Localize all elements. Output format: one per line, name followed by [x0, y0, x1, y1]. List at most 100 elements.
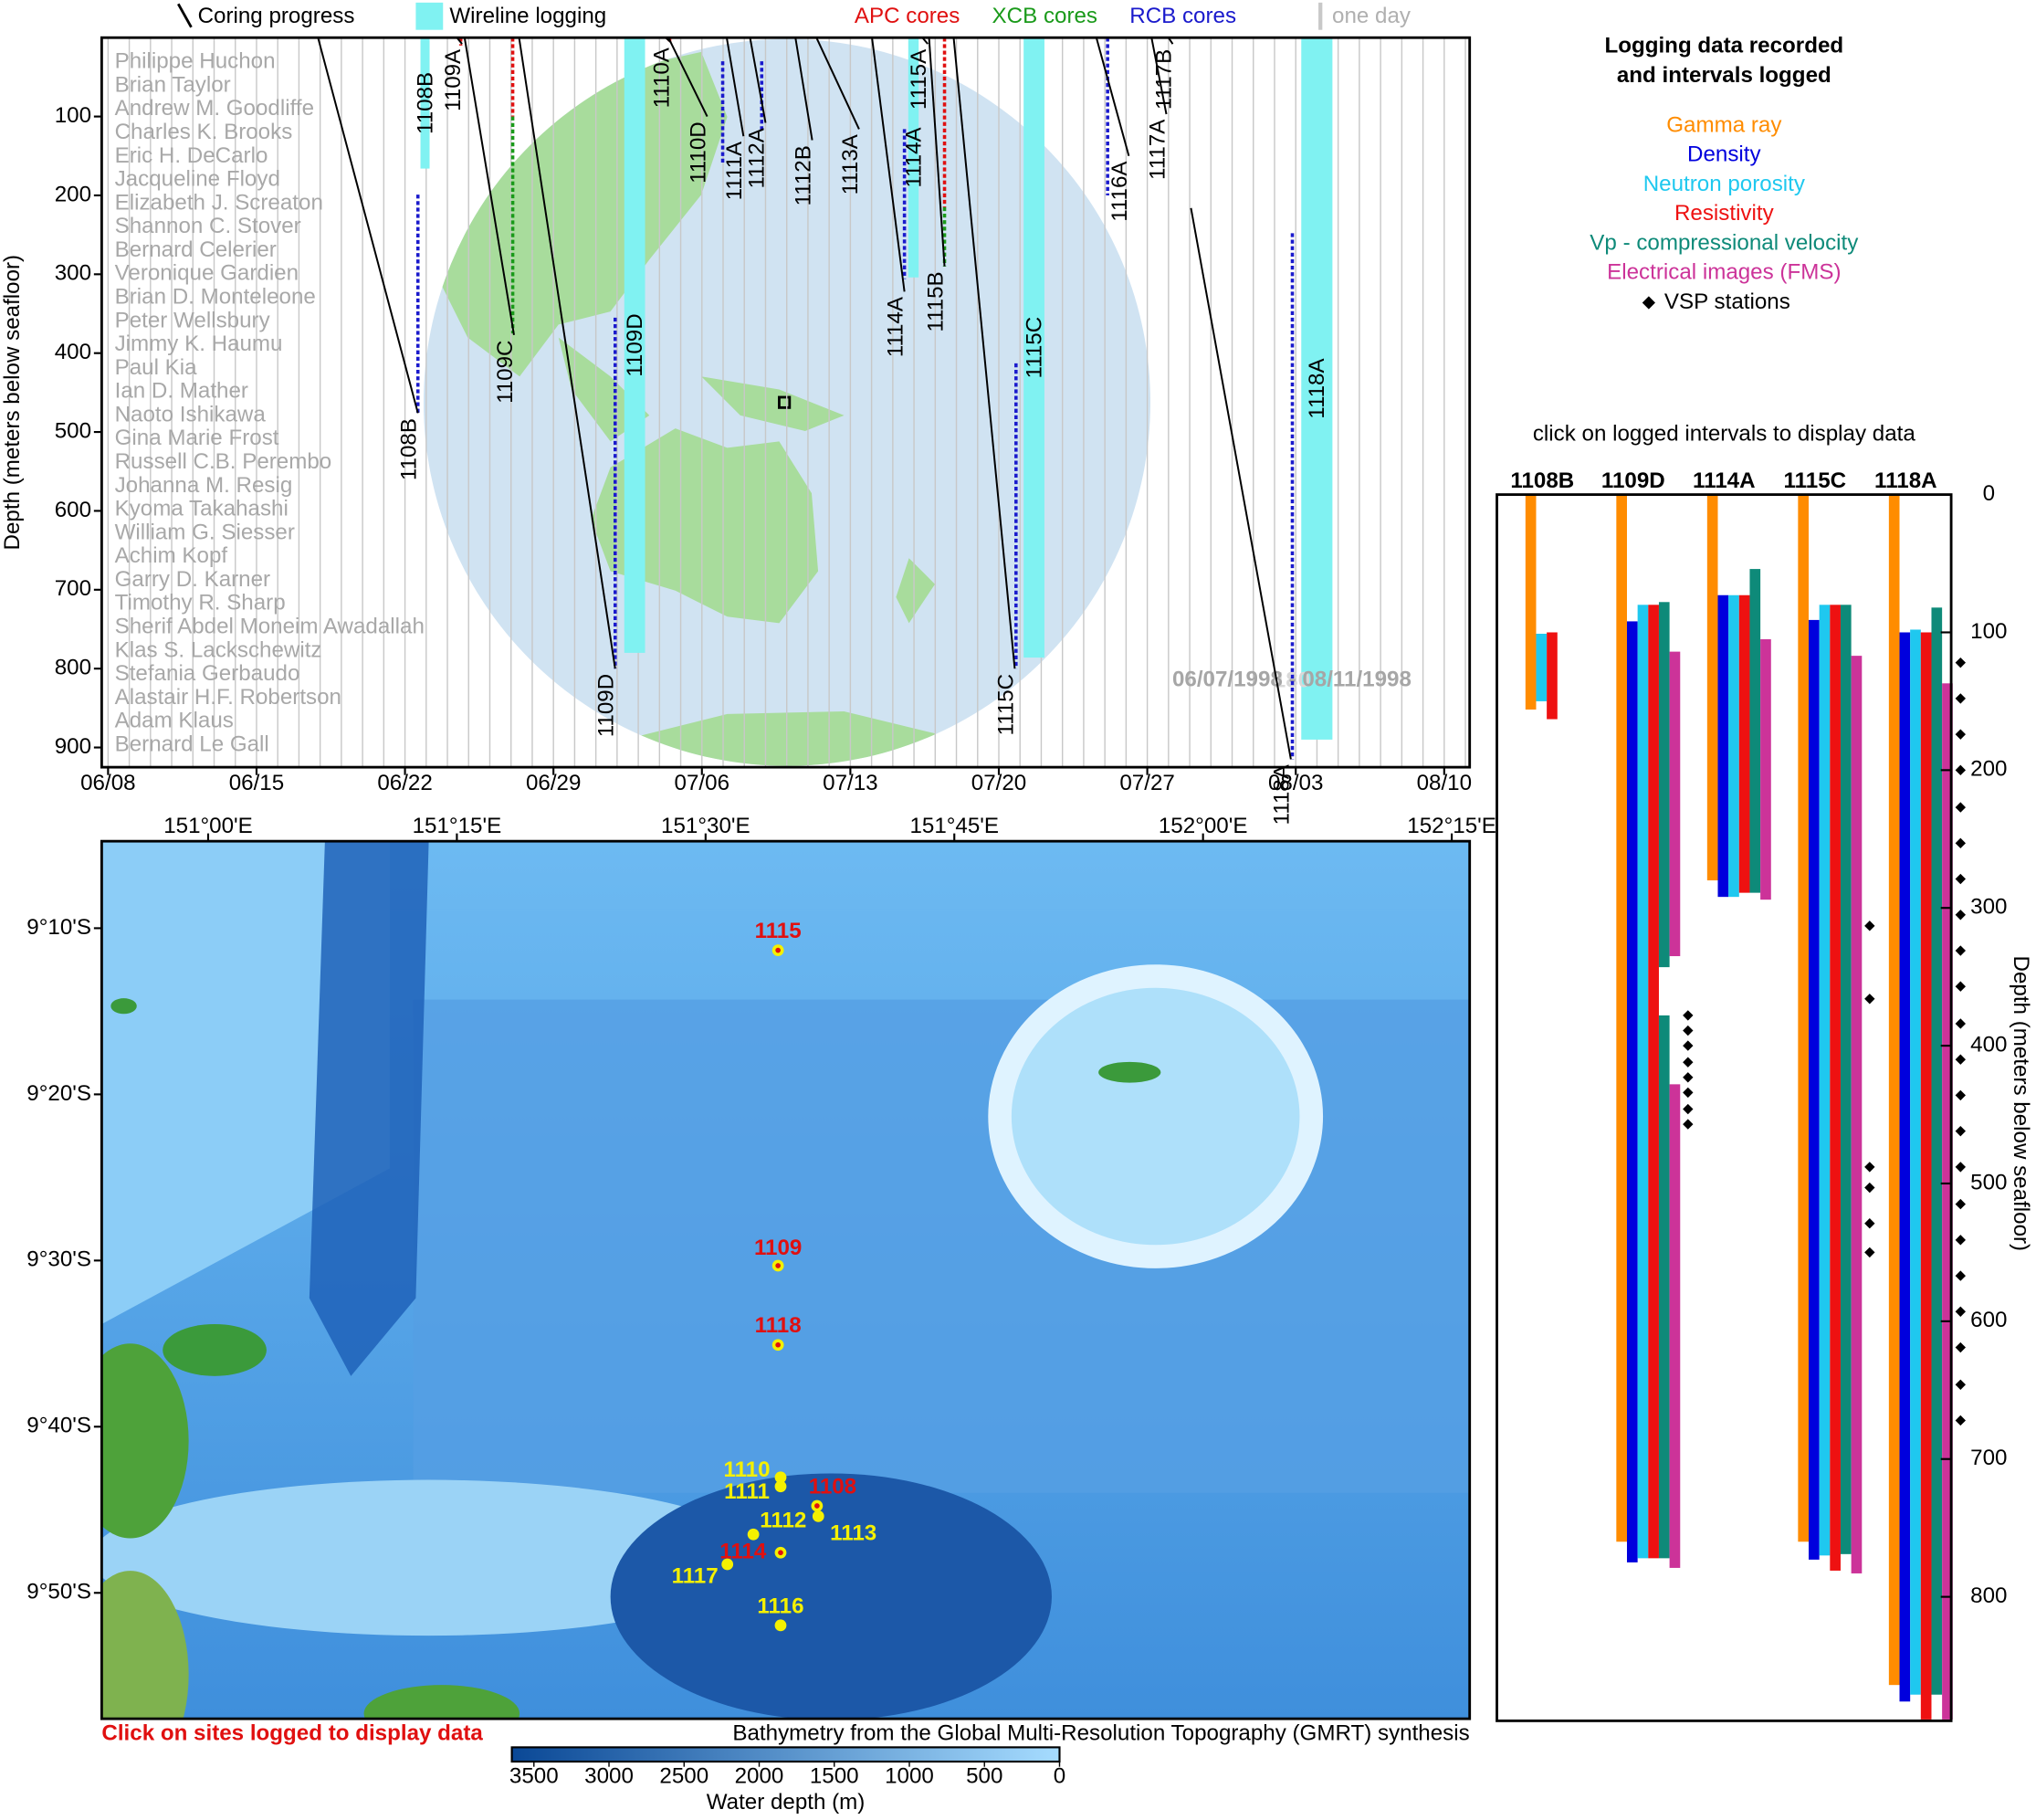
x-tick-label: 08/03: [1268, 771, 1323, 795]
logged-interval[interactable]: [1728, 594, 1739, 898]
logged-interval[interactable]: [1669, 651, 1681, 957]
coring-progress-line: [1150, 37, 1168, 115]
logged-interval[interactable]: [1819, 605, 1831, 1556]
coring-progress-line: [317, 37, 419, 414]
logged-interval[interactable]: [1920, 632, 1932, 1720]
logged-interval[interactable]: [1525, 494, 1537, 710]
scientist-name: Kyoma Takahashi: [115, 497, 289, 521]
x-tick-label: 06/22: [377, 771, 432, 795]
scientist-name: Johanna M. Resig: [115, 473, 293, 498]
y-axis-label: Depth (meters below seafloor): [2009, 956, 2033, 1252]
logged-interval[interactable]: [1851, 656, 1863, 1573]
legend-label: Resistivity: [1674, 201, 1775, 226]
scientist-name: Shannon C. Stover: [115, 214, 301, 238]
vsp-station: [1864, 1162, 1875, 1173]
scientist-name: Elizabeth J. Screaton: [115, 190, 323, 215]
wireline-label: 1115C: [1022, 317, 1046, 379]
legend-label: VSP stations: [1664, 289, 1790, 314]
site-dot: [774, 1471, 787, 1484]
scientist-name: Philippe Huchon: [115, 49, 276, 74]
hole-label: 1109D: [594, 674, 619, 737]
scientist-name: Stefania Gerbaudo: [115, 661, 300, 686]
land-asia: [428, 51, 728, 377]
scientist-name: Klas S. Lackschewitz: [115, 637, 322, 662]
logged-interval[interactable]: [1760, 639, 1771, 900]
logged-interval[interactable]: [1830, 605, 1841, 1571]
vsp-station: [1955, 764, 1967, 776]
scientist-name: Paul Kia: [115, 355, 198, 380]
hole-label: 1110D: [686, 121, 710, 184]
y-tick-label: 800: [1970, 1583, 2007, 1608]
vsp-station: [1955, 837, 1967, 849]
logged-interval[interactable]: [1738, 594, 1750, 893]
site-label[interactable]: 1108: [809, 1475, 856, 1499]
logged-interval[interactable]: [1616, 494, 1627, 1542]
legend-swatch: [415, 2, 444, 30]
scientist-name: William G. Siesser: [115, 520, 295, 544]
logged-interval[interactable]: [1888, 494, 1900, 1686]
scientist-name: Russell C.B. Perembo: [115, 449, 332, 474]
site-label: 1117: [672, 1564, 719, 1589]
legend-label: Density: [1687, 142, 1761, 167]
site-label[interactable]: 1109: [754, 1236, 802, 1260]
site-label[interactable]: 1118: [755, 1313, 802, 1338]
x-tick-label: 07/13: [823, 771, 877, 795]
hole-label: 1114A: [883, 296, 908, 357]
legend-label: APC cores: [855, 4, 960, 28]
land-australia: [591, 428, 819, 624]
legend-marker: [1642, 296, 1655, 310]
logged-interval[interactable]: [1626, 621, 1638, 1562]
legend-label: one day: [1332, 4, 1412, 28]
coring-progress-line: [794, 37, 813, 141]
logged-interval[interactable]: [1749, 569, 1761, 893]
legend-line: [177, 3, 193, 28]
logged-interval[interactable]: [1658, 602, 1670, 968]
vsp-station: [1864, 1182, 1875, 1194]
coring-progress-line: [815, 37, 860, 130]
site-dot-center: [775, 1263, 781, 1268]
hole-label: 1115B: [923, 271, 948, 331]
logged-interval[interactable]: [1648, 605, 1659, 1559]
hole-label: 1108B: [397, 418, 422, 480]
vsp-station: [1955, 1018, 1967, 1029]
site-dot: [774, 1619, 787, 1632]
logged-interval[interactable]: [1706, 494, 1718, 881]
site-label[interactable]: 1115: [755, 919, 802, 943]
y-tick-label: 300: [1970, 895, 2007, 920]
scientist-name: Gina Marie Frost: [115, 426, 279, 450]
logged-interval[interactable]: [1658, 1015, 1670, 1559]
x-tick-label: 06/29: [526, 771, 581, 795]
logged-interval[interactable]: [1840, 605, 1852, 1554]
hole-label: 1112A: [744, 127, 769, 188]
logged-interval[interactable]: [1717, 594, 1729, 898]
site-dot: [774, 1480, 787, 1493]
logged-interval[interactable]: [1669, 1084, 1681, 1568]
y-tick-label: 200: [1970, 757, 2007, 782]
category-label: 1109D: [1601, 468, 1665, 493]
x-tick-label: 151°30'E: [661, 814, 750, 838]
scientist-name: Sherif Abdel Moneim Awadallah: [115, 614, 425, 638]
scientist-name: Achim Kopf: [115, 543, 228, 568]
logged-interval[interactable]: [1931, 607, 1943, 1695]
logged-interval[interactable]: [1547, 632, 1558, 720]
site-label: 1116: [757, 1594, 803, 1618]
coring-progress-line: [518, 37, 616, 669]
logged-interval[interactable]: [1809, 619, 1820, 1560]
scientist-name: Garry D. Karner: [115, 567, 270, 592]
hole-label: 1116A: [1107, 161, 1132, 222]
coring-progress-line: [1190, 207, 1292, 760]
x-tick-label: 152°15'E: [1407, 814, 1496, 838]
logged-interval[interactable]: [1899, 632, 1911, 1702]
vsp-station: [1955, 1415, 1967, 1426]
y-tick-label: 9°20'S: [26, 1081, 91, 1106]
logged-interval[interactable]: [1798, 494, 1810, 1542]
scientist-name: Alastair H.F. Robertson: [115, 685, 341, 710]
hole-label: 1117B: [1151, 49, 1176, 110]
logged-interval[interactable]: [1910, 629, 1921, 1695]
logged-interval[interactable]: [1536, 633, 1548, 701]
logged-interval[interactable]: [1942, 683, 1953, 1720]
y-tick-label: 700: [1970, 1446, 2007, 1470]
hole-label: 1112B: [791, 145, 815, 205]
logged-interval[interactable]: [1637, 605, 1649, 1559]
